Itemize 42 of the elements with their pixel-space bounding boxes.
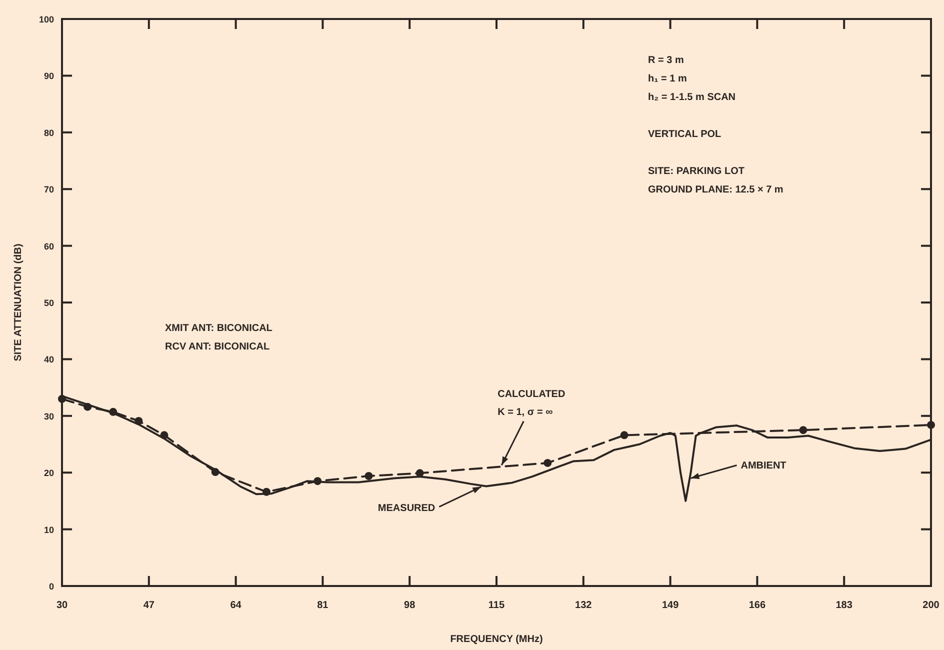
annotation: MEASURED xyxy=(378,502,436,514)
point xyxy=(364,472,373,480)
x-tick-label: 166 xyxy=(748,600,766,611)
point xyxy=(160,431,168,440)
y-tick-label: 100 xyxy=(38,14,54,24)
point xyxy=(262,488,270,496)
y-tick-label: 80 xyxy=(44,128,54,138)
y-tick-label: 30 xyxy=(44,411,54,422)
y-tick-label: 70 xyxy=(44,184,54,195)
y-tick-label: 0 xyxy=(48,582,54,592)
point xyxy=(84,402,92,411)
point xyxy=(927,420,935,429)
point xyxy=(58,394,66,403)
y-tick-label: 90 xyxy=(44,71,54,82)
point xyxy=(799,426,808,434)
x-tick-label: 47 xyxy=(143,600,155,611)
annotation: XMIT ANT: BICONICAL RCV ANT: BICONICAL xyxy=(165,323,272,352)
x-tick-label: 132 xyxy=(575,600,592,611)
x-tick-label: 115 xyxy=(488,600,505,611)
x-tick-label: 64 xyxy=(230,600,242,611)
point xyxy=(544,458,552,467)
annotation: AMBIENT xyxy=(740,460,786,472)
y-tick-label: 20 xyxy=(44,468,54,478)
x-tick-label: 200 xyxy=(922,600,940,611)
y-tick-label: 40 xyxy=(44,354,54,365)
x-tick-label: 98 xyxy=(404,600,416,611)
x-tick-label: 81 xyxy=(317,600,329,611)
text: R = 3 m h₁ = 1 m h₂ = 1-1.5 m SCAN VERTICAL POL SITE: PARKING LOT GROUND PLANE: 12.5 × 7 m xyxy=(648,55,784,196)
x-axis-title: FREQUENCY (MHz) xyxy=(450,634,543,645)
point xyxy=(620,431,628,440)
point xyxy=(211,468,220,476)
y-axis-title: SITE ATTENUATION (dB) xyxy=(13,244,24,362)
x-tick-label: 183 xyxy=(836,600,853,611)
point xyxy=(109,408,118,416)
y-tick-label: 10 xyxy=(44,524,54,535)
x-tick-label: 149 xyxy=(662,600,680,611)
annotation: CALCULATED K = 1, σ = ∞ xyxy=(498,389,566,418)
point xyxy=(134,417,143,426)
x-tick-label: 30 xyxy=(56,600,68,611)
y-tick-label: 50 xyxy=(44,298,54,308)
y-tick-label: 60 xyxy=(44,241,54,252)
point xyxy=(314,477,322,486)
